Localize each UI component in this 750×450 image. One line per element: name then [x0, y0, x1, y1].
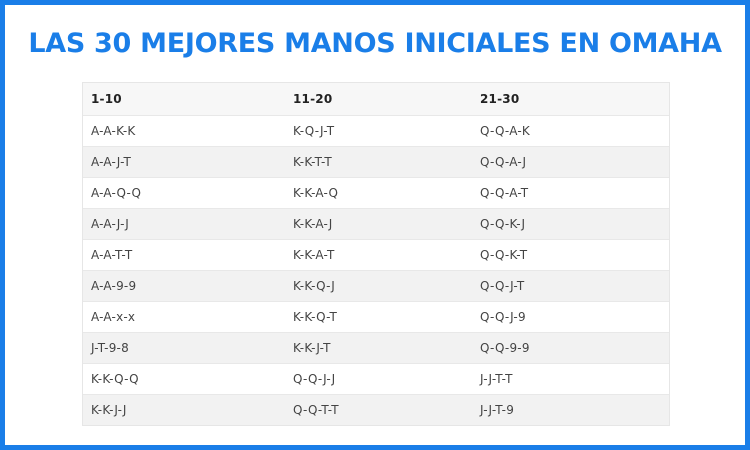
page-title: LAS 30 MEJORES MANOS INICIALES EN OMAHA: [28, 28, 722, 59]
table-cell: K-K-A-Q: [293, 186, 339, 200]
table-cell: A-A-x-x: [91, 310, 136, 324]
table-cell: J-J-T-T: [480, 372, 513, 386]
table-cell: K-K-A-J: [293, 217, 333, 231]
table-cell: A-A-9-9: [91, 279, 137, 293]
table-cell: Q-Q-A-T: [480, 186, 529, 200]
table-cell: K-K-J-J: [91, 403, 127, 417]
table-cell: A-A-K-K: [91, 124, 136, 138]
table-cell: K-K-Q-T: [293, 310, 338, 324]
table-cell: K-K-Q-Q: [91, 372, 139, 386]
table-row: A-A-J-J K-K-A-J Q-Q-K-J: [83, 208, 669, 239]
table-row: K-K-Q-Q Q-Q-J-J J-J-T-T: [83, 363, 669, 394]
table-cell: K-K-J-T: [293, 341, 331, 355]
table-cell: J-T-9-8: [91, 341, 129, 355]
table-cell: K-K-T-T: [293, 155, 332, 169]
table-cell: J-J-T-9: [480, 403, 515, 417]
table-cell: Q-Q-J-J: [293, 372, 336, 386]
table-header-row: 1-10 11-20 21-30: [83, 83, 669, 115]
table-row: A-A-J-T K-K-T-T Q-Q-A-J: [83, 146, 669, 177]
table-cell: K-Q-J-T: [293, 124, 335, 138]
table-row: J-T-9-8 K-K-J-T Q-Q-9-9: [83, 332, 669, 363]
column-header-21-30: 21-30: [480, 92, 520, 106]
table-row: A-A-T-T K-K-A-T Q-Q-K-T: [83, 239, 669, 270]
table-cell: Q-Q-K-J: [480, 217, 526, 231]
table-row: A-A-x-x K-K-Q-T Q-Q-J-9: [83, 301, 669, 332]
table-cell: Q-Q-A-K: [480, 124, 530, 138]
table-cell: Q-Q-9-9: [480, 341, 530, 355]
infographic-card: LAS 30 MEJORES MANOS INICIALES EN OMAHA …: [5, 5, 745, 445]
table-cell: A-A-J-J: [91, 217, 130, 231]
table-cell: Q-Q-J-9: [480, 310, 526, 324]
table-cell: Q-Q-A-J: [480, 155, 527, 169]
table-cell: K-K-A-T: [293, 248, 335, 262]
table-row: A-A-Q-Q K-K-A-Q Q-Q-A-T: [83, 177, 669, 208]
table-cell: Q-Q-T-T: [293, 403, 339, 417]
table-cell: K-K-Q-J: [293, 279, 336, 293]
table-cell: A-A-Q-Q: [91, 186, 142, 200]
table-cell: Q-Q-K-T: [480, 248, 528, 262]
table-row: A-A-K-K K-Q-J-T Q-Q-A-K: [83, 115, 669, 146]
table-cell: A-A-T-T: [91, 248, 133, 262]
table-row: A-A-9-9 K-K-Q-J Q-Q-J-T: [83, 270, 669, 301]
table-cell: Q-Q-J-T: [480, 279, 525, 293]
table-row: K-K-J-J Q-Q-T-T J-J-T-9: [83, 394, 669, 425]
column-header-11-20: 11-20: [293, 92, 333, 106]
table-cell: A-A-J-T: [91, 155, 132, 169]
column-header-1-10: 1-10: [91, 92, 122, 106]
hands-table: 1-10 11-20 21-30 A-A-K-K K-Q-J-T Q-Q-A-K…: [82, 82, 670, 426]
